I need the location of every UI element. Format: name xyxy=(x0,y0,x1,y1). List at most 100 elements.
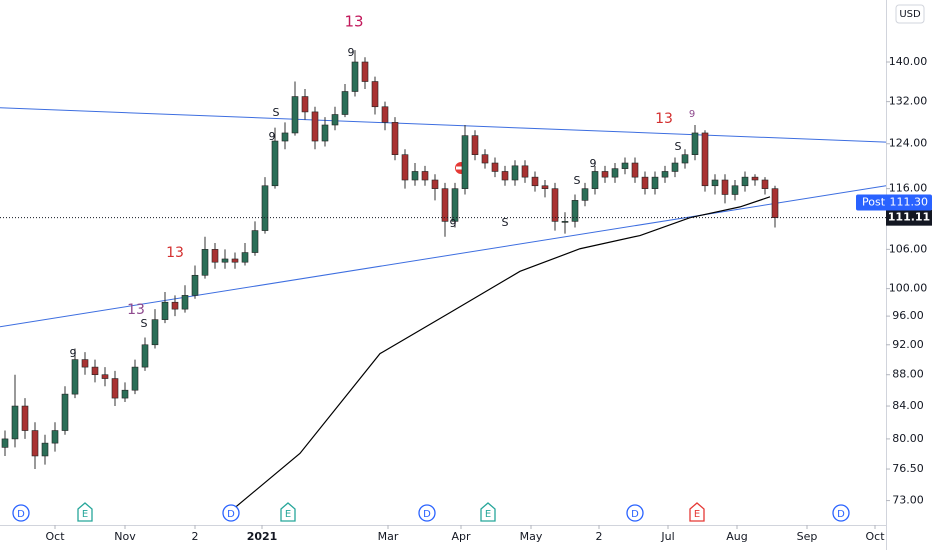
candle-body xyxy=(211,249,219,263)
candle-body xyxy=(621,162,629,169)
event-label: D xyxy=(631,509,639,520)
x-tick-label: Sep xyxy=(797,530,818,543)
candle-body xyxy=(361,61,369,82)
candle-body xyxy=(531,176,539,187)
trendline xyxy=(0,107,887,143)
event-marker[interactable] xyxy=(480,502,496,522)
td-annotation: 9 xyxy=(689,109,695,120)
candle-body xyxy=(571,200,579,222)
event-marker[interactable] xyxy=(12,504,30,522)
candle-body xyxy=(591,171,599,189)
candle-body xyxy=(541,185,549,189)
dividend-icon-bar xyxy=(456,166,466,170)
y-tick-label: 100.00 xyxy=(889,282,928,295)
td-annotation: S xyxy=(675,140,682,153)
td-annotation: 9 xyxy=(348,46,355,59)
candle-body xyxy=(201,249,209,276)
td-annotation: 9 xyxy=(450,217,457,230)
x-tick-label: 2 xyxy=(596,530,603,543)
event-marker[interactable] xyxy=(418,504,436,522)
event-label: E xyxy=(485,509,491,520)
y-tick-label: 73.00 xyxy=(892,494,924,507)
candle-body xyxy=(31,430,39,457)
last-price-label: 111.11 xyxy=(888,211,930,224)
candle-body xyxy=(81,359,89,368)
candle-body xyxy=(681,154,689,164)
candle-body xyxy=(331,114,339,126)
candle-body xyxy=(191,274,199,296)
candle-body xyxy=(341,91,349,115)
candle-body xyxy=(281,132,289,142)
candle-body xyxy=(601,171,609,178)
candle-body xyxy=(451,188,459,222)
candle-body xyxy=(181,295,189,310)
candle-body xyxy=(351,61,359,92)
candle-body xyxy=(41,442,49,457)
currency: USD xyxy=(899,9,921,20)
x-tick-label: Mar xyxy=(378,530,399,543)
candle-body xyxy=(481,154,489,164)
candle-body xyxy=(551,188,559,222)
candle-body xyxy=(461,135,469,189)
event-marker[interactable] xyxy=(222,504,240,522)
candle-body xyxy=(161,301,169,320)
candle-body xyxy=(91,366,99,376)
candle-body xyxy=(101,374,109,379)
event-label: D xyxy=(17,509,25,520)
x-tick-label: Oct xyxy=(45,530,65,543)
candle-body xyxy=(421,171,429,181)
x-tick-label: 2 xyxy=(192,530,199,543)
candle-body xyxy=(521,165,529,178)
x-tick-label: May xyxy=(520,530,543,543)
candle-body xyxy=(411,171,419,181)
moving-average xyxy=(229,196,771,513)
event-marker[interactable] xyxy=(626,504,644,522)
candle-body xyxy=(401,154,409,181)
candle-body xyxy=(631,162,639,178)
candle-body xyxy=(661,171,669,178)
y-tick-label: 124.00 xyxy=(889,137,928,150)
candle-body xyxy=(611,168,619,178)
x-tick-label: Apr xyxy=(451,530,471,543)
y-tick-label: 84.00 xyxy=(892,399,924,412)
candle-body xyxy=(741,176,749,187)
x-tick-label: Aug xyxy=(726,530,747,543)
candle-body xyxy=(51,430,59,444)
candle-body xyxy=(751,176,759,181)
y-tick-label: 132.00 xyxy=(889,95,928,108)
candle-body xyxy=(371,81,379,108)
candle-body xyxy=(441,188,449,222)
td-annotation: 9 xyxy=(70,347,77,360)
event-label: E xyxy=(82,509,88,520)
y-tick-label: 80.00 xyxy=(892,432,924,445)
y-tick-label: 106.00 xyxy=(889,242,928,255)
event-marker[interactable] xyxy=(280,502,296,522)
candle-body xyxy=(771,188,779,218)
candle-body xyxy=(261,185,269,231)
td-annotation: 13 xyxy=(127,302,145,318)
candle-body xyxy=(131,366,139,391)
y-tick-label: 92.00 xyxy=(892,338,924,351)
td-annotation: 9 xyxy=(590,157,597,170)
last-price-box xyxy=(886,209,932,226)
candle-body xyxy=(511,165,519,181)
candle-body xyxy=(471,135,479,155)
event-label: D xyxy=(227,509,235,520)
post-price-label: 111.30 xyxy=(890,196,929,209)
event-marker[interactable] xyxy=(77,502,93,522)
candle-body xyxy=(711,179,719,187)
event-label: E xyxy=(285,509,291,520)
currency-box[interactable] xyxy=(895,4,925,24)
td-annotation: 13 xyxy=(166,245,184,261)
candle-body xyxy=(651,176,659,189)
candle-body xyxy=(641,176,649,189)
candle-body xyxy=(151,319,159,346)
event-marker[interactable] xyxy=(689,502,705,522)
candle-body xyxy=(271,140,279,187)
candle-body xyxy=(721,179,729,195)
candle-body xyxy=(701,132,709,187)
event-marker[interactable] xyxy=(832,504,850,522)
candle-body xyxy=(61,393,69,431)
